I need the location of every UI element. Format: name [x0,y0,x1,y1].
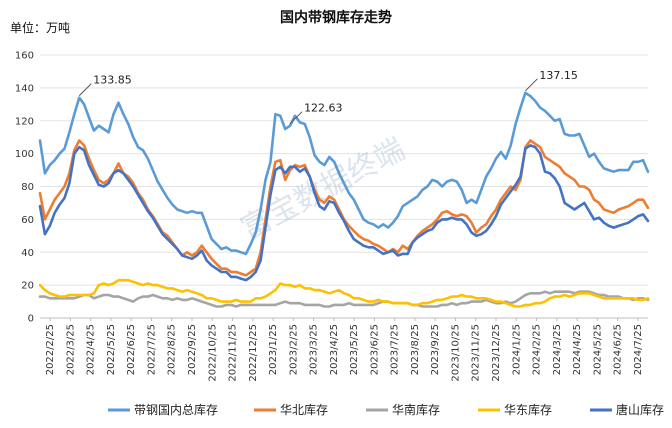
y-axis: 0 20 40 60 80 100 120 140 160 [15,51,34,325]
y-tick-label: 20 [21,281,34,292]
y-tick-label: 60 [21,215,34,226]
y-tick-label: 160 [15,51,34,62]
x-tick-label: 2024/4/25 [572,324,583,375]
x-tick-label: 2023/11/25 [471,324,482,382]
x-tick-label: 2022/12/25 [248,324,259,382]
x-tick-label: 2023/2/25 [288,324,299,375]
x-tick-label: 2023/8/25 [410,324,421,375]
legend: 带钢国内总库存 华北库存 华南库存 华东库存 唐山库存 [108,402,664,417]
x-tick-label: 2023/1/25 [268,324,279,375]
x-tick-label: 2022/3/25 [65,324,76,375]
y-tick-label: 40 [21,248,34,259]
x-tick-label: 2022/8/25 [167,324,178,375]
x-tick-label: 2024/6/25 [613,324,624,375]
y-tick-label: 80 [21,182,34,193]
x-tick-label: 2023/9/25 [430,324,441,375]
x-tick-label: 2024/1/25 [511,324,522,375]
legend-label: 唐山库存 [616,402,664,417]
annotation-leader [78,83,92,97]
x-tick-label: 2022/2/25 [45,324,56,375]
legend-label: 华东库存 [504,402,552,417]
x-tick-label: 2022/5/25 [106,324,117,375]
annotation-leader [525,78,538,92]
annotation-label: 137.15 [539,69,578,82]
x-tick-label: 2022/9/25 [187,324,198,375]
x-tick-label: 2022/11/25 [228,324,239,382]
y-tick-label: 0 [28,314,34,325]
x-tick-label: 2024/5/25 [592,324,603,375]
series-line-5 [38,144,650,282]
peak-annotations: 133.85 122.63 137.15 [78,69,578,125]
x-tick-label: 2024/7/25 [633,324,644,375]
x-tick-label: 2022/4/25 [86,324,97,375]
y-tick-label: 120 [15,116,34,127]
series-line-4 [38,278,650,308]
legend-label: 华南库存 [392,402,440,417]
x-tick-label: 2022/10/25 [207,324,218,382]
series-line-1 [38,91,650,256]
x-axis: 2022/2/25 2022/3/25 2022/4/25 2022/5/25 2022… [45,318,644,382]
watermark: 富宝数据终端 [235,132,410,247]
series-lines [38,91,650,308]
x-tick-label: 2023/4/25 [329,324,340,375]
x-tick-label: 2023/12/25 [491,324,502,382]
x-tick-label: 2023/7/25 [390,324,401,375]
x-tick-label: 2023/3/25 [309,324,320,375]
x-tick-label: 2023/6/25 [369,324,380,375]
chart-title: 国内带钢库存走势 [280,9,392,26]
y-tick-label: 100 [15,149,34,160]
legend-label: 华北库存 [280,402,328,417]
unit-label: 单位：万吨 [10,20,70,35]
x-tick-label: 2022/7/25 [146,324,157,375]
annotation-leader [289,111,303,125]
x-tick-label: 2022/6/25 [126,324,137,375]
legend-label: 带钢国内总库存 [134,402,218,417]
x-tick-label: 2024/2/25 [532,324,543,375]
x-tick-label: 2024/3/25 [552,324,563,375]
annotation-label: 122.63 [304,102,343,115]
series-line-3 [38,290,650,308]
x-tick-label: 2023/10/25 [450,324,461,382]
y-tick-label: 140 [15,83,34,94]
x-tick-label: 2023/5/25 [349,324,360,375]
annotation-label: 133.85 [93,74,131,87]
